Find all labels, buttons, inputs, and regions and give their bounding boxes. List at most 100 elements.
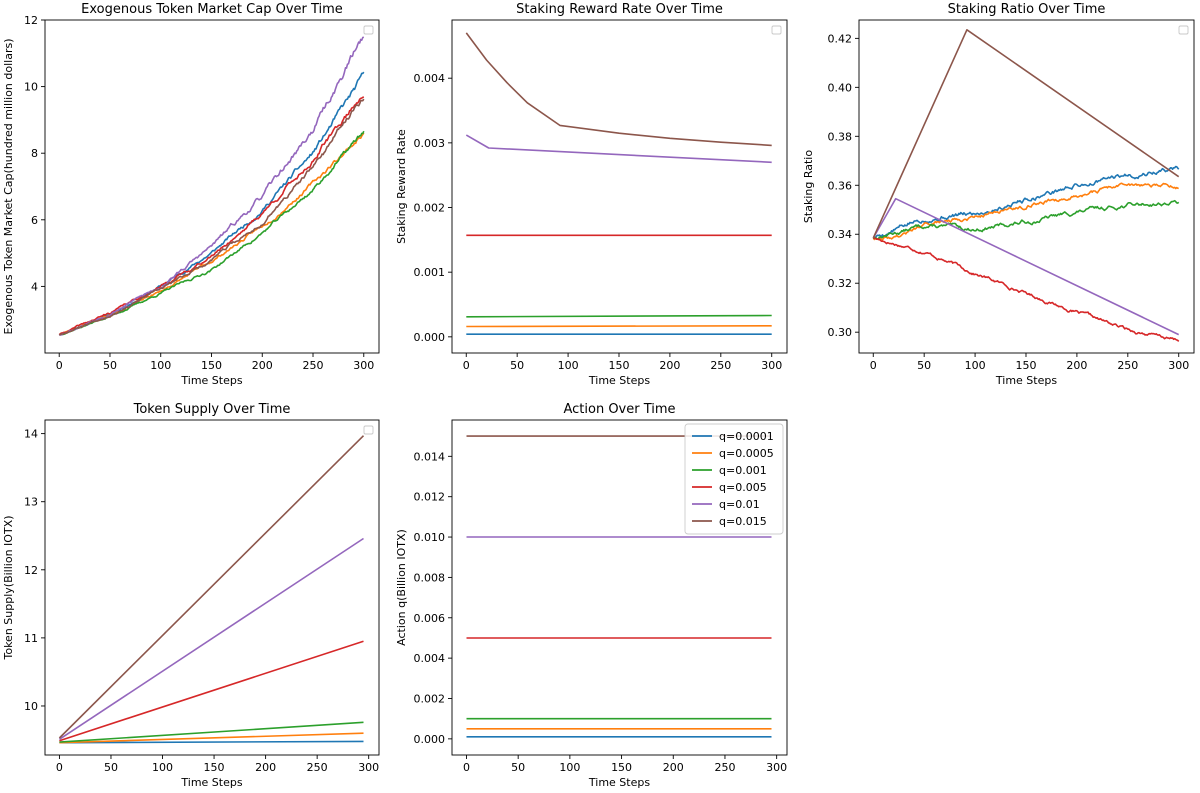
series-line bbox=[58, 130, 365, 336]
x-tick-label: 200 bbox=[663, 761, 684, 774]
y-tick-label: 0.014 bbox=[414, 450, 446, 463]
series-line bbox=[58, 537, 364, 740]
y-tick-label: 0.008 bbox=[414, 571, 446, 584]
y-tick-label: 0.36 bbox=[828, 179, 853, 192]
axes-frame bbox=[451, 419, 788, 756]
empty-legend bbox=[363, 425, 374, 435]
y-tick-label: 13 bbox=[24, 496, 38, 509]
x-axis-label: Time Steps bbox=[180, 776, 242, 789]
series-line bbox=[466, 314, 772, 318]
series-line bbox=[59, 71, 365, 336]
chart-title: Staking Reward Rate Over Time bbox=[516, 2, 723, 17]
y-tick-label: 12 bbox=[24, 564, 38, 577]
x-axis-label: Time Steps bbox=[588, 374, 650, 387]
series-line bbox=[59, 98, 365, 336]
x-axis-label: Time Steps bbox=[995, 374, 1057, 387]
y-tick-label: 0.003 bbox=[414, 137, 446, 150]
chart-title: Exogenous Token Market Cap Over Time bbox=[81, 2, 343, 17]
legend-box bbox=[684, 423, 784, 535]
y-tick-label: 0.004 bbox=[414, 72, 446, 85]
y-tick-label: 0.38 bbox=[828, 130, 853, 143]
y-tick-label: 10 bbox=[24, 700, 38, 713]
y-tick-label: 0.006 bbox=[414, 612, 446, 625]
series-group bbox=[465, 32, 772, 336]
chart-market-cap: Exogenous Token Market Cap Over Time 0 50 1… bbox=[2, 2, 380, 387]
y-axis-label: Staking Ratio bbox=[802, 150, 815, 223]
x-tick-label: 150 bbox=[204, 761, 225, 774]
series-line bbox=[465, 134, 772, 164]
legend: q=0.0001 q=0.0005 q=0.001 q=0.005 q=0.01 q=0.… bbox=[684, 423, 784, 535]
x-axis-label: Time Steps bbox=[180, 374, 242, 387]
legend-label: q=0.005 bbox=[719, 481, 767, 494]
x-tick-label: 0 bbox=[56, 359, 63, 372]
y-axis-label: Staking Reward Rate bbox=[395, 129, 408, 244]
x-tick-label: 100 bbox=[150, 359, 171, 372]
series-line bbox=[59, 132, 365, 336]
x-tick-label: 250 bbox=[303, 359, 324, 372]
chart-action: Action Over Time 0 50 100 150 200 250 300 0.000 0… bbox=[395, 402, 788, 789]
series-line bbox=[466, 324, 772, 328]
y-tick-label: 0.34 bbox=[828, 228, 853, 241]
x-tick-label: 50 bbox=[511, 761, 525, 774]
x-tick-label: 300 bbox=[358, 761, 379, 774]
axes-frame bbox=[44, 19, 380, 354]
x-tick-label: 100 bbox=[152, 761, 173, 774]
series-line bbox=[58, 435, 365, 739]
x-tick-label: 150 bbox=[1015, 359, 1036, 372]
x-tick-label: 300 bbox=[1168, 359, 1189, 372]
x-tick-label: 200 bbox=[252, 359, 273, 372]
x-tick-label: 200 bbox=[255, 761, 276, 774]
y-tick-label: 0.42 bbox=[828, 32, 853, 45]
series-group bbox=[872, 28, 1180, 342]
y-tick-label: 0.32 bbox=[828, 277, 853, 290]
x-tick-label: 300 bbox=[761, 359, 782, 372]
y-tick-label: 10 bbox=[24, 81, 38, 94]
x-tick-label: 150 bbox=[611, 761, 632, 774]
y-axis-label: Exogenous Token Market Cap(hundred milli… bbox=[2, 39, 15, 335]
legend-label: q=0.0001 bbox=[719, 430, 774, 443]
y-tick-label: 0.002 bbox=[414, 202, 446, 215]
x-tick-label: 0 bbox=[870, 359, 877, 372]
series-group bbox=[58, 435, 365, 744]
y-tick-label: 0.000 bbox=[414, 733, 446, 746]
legend-label: q=0.001 bbox=[719, 464, 767, 477]
x-tick-label: 250 bbox=[1117, 359, 1138, 372]
x-tick-label: 50 bbox=[510, 359, 524, 372]
chart-title: Action Over Time bbox=[563, 402, 675, 417]
y-tick-label: 0.010 bbox=[414, 531, 446, 544]
y-tick-label: 0.30 bbox=[828, 326, 853, 339]
y-tick-label: 8 bbox=[31, 147, 38, 160]
series-line bbox=[873, 165, 1180, 239]
chart-staking-ratio: Staking Ratio Over Time 0 50 100 150 200 250 30… bbox=[802, 2, 1195, 387]
y-tick-label: 14 bbox=[24, 428, 38, 441]
series-line bbox=[872, 182, 1179, 241]
y-tick-label: 0.40 bbox=[828, 81, 853, 94]
chart-reward-rate: Staking Reward Rate Over Time 0 50 100 150 20… bbox=[395, 2, 788, 387]
x-tick-label: 150 bbox=[201, 359, 222, 372]
y-tick-label: 0.004 bbox=[414, 652, 446, 665]
empty-legend bbox=[771, 25, 782, 35]
series-line bbox=[59, 721, 364, 743]
axes-frame bbox=[44, 419, 380, 756]
y-tick-label: 4 bbox=[31, 280, 38, 293]
series-group bbox=[58, 36, 365, 336]
series-line bbox=[58, 96, 365, 336]
y-tick-label: 12 bbox=[24, 14, 38, 27]
legend-label: q=0.01 bbox=[719, 498, 760, 511]
x-tick-label: 250 bbox=[307, 761, 328, 774]
legend-label: q=0.0005 bbox=[719, 447, 774, 460]
x-tick-label: 100 bbox=[965, 359, 986, 372]
x-tick-label: 0 bbox=[56, 761, 63, 774]
series-line bbox=[59, 740, 364, 744]
chart-token-supply: Token Supply Over Time 0 50 100 150 200 250 300… bbox=[2, 402, 380, 789]
axes-frame bbox=[858, 19, 1195, 354]
x-tick-label: 200 bbox=[1066, 359, 1087, 372]
x-tick-label: 0 bbox=[463, 761, 470, 774]
x-axis-label: Time Steps bbox=[588, 776, 650, 789]
chart-title: Staking Ratio Over Time bbox=[948, 2, 1106, 17]
x-tick-label: 100 bbox=[559, 761, 580, 774]
series-line bbox=[872, 199, 1180, 240]
x-tick-label: 100 bbox=[558, 359, 579, 372]
x-tick-label: 200 bbox=[659, 359, 680, 372]
